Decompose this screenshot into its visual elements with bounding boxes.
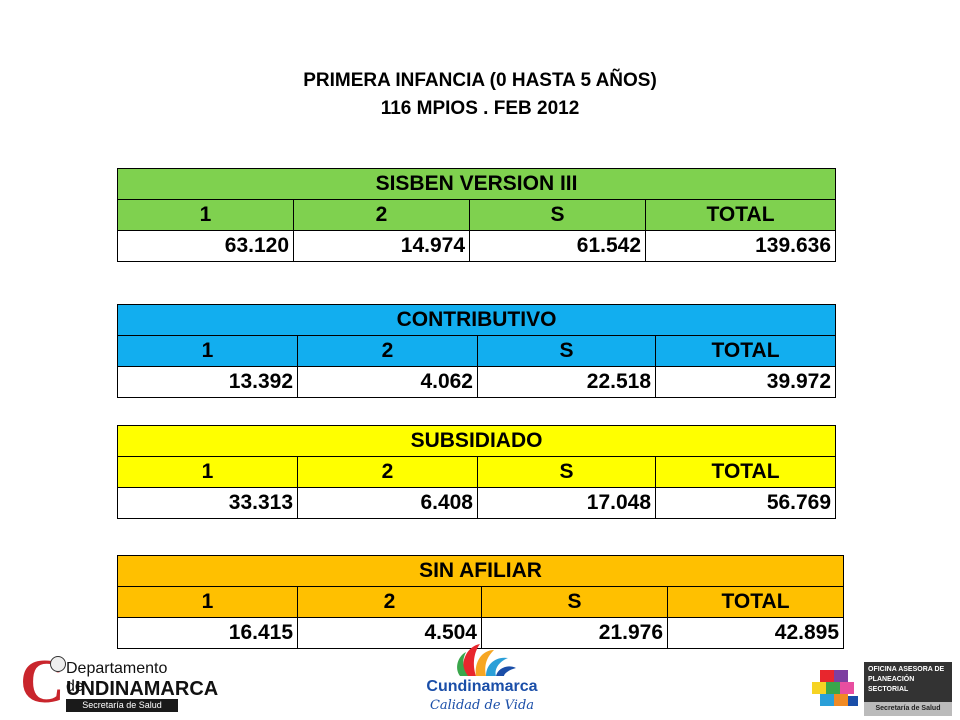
column-header: 2: [293, 199, 470, 231]
table-cell: 139.636: [644, 230, 837, 262]
column-header: TOTAL: [644, 199, 837, 231]
seal-icon: [50, 656, 66, 672]
logo-name-text: UNDINAMARCA: [66, 678, 219, 700]
table-cell: 63.120: [117, 230, 294, 262]
calidad-de-vida-logo: Cundinamarca Calidad de Vida: [424, 640, 540, 718]
logo-calidad-text: Calidad de Vida: [429, 698, 535, 713]
column-header: 2: [297, 586, 482, 618]
table-cell: 39.972: [654, 366, 837, 398]
column-header: 1: [117, 335, 298, 367]
column-header: S: [477, 335, 656, 367]
logo-department-text: Departamento de: [66, 660, 168, 695]
table-sisben: SISBEN VERSION III 1 2 S TOTAL 63.120 14…: [116, 168, 837, 262]
page-subtitle: 116 MPIOS . FEB 2012: [380, 98, 580, 119]
table-cell: 56.769: [654, 487, 837, 519]
puzzle-icon: [812, 670, 858, 706]
table-cell: 14.974: [293, 230, 470, 262]
column-header: 1: [117, 456, 298, 488]
table-cell: 13.392: [117, 366, 298, 398]
table-cell: 22.518: [477, 366, 656, 398]
page-title: PRIMERA INFANCIA (0 HASTA 5 AÑOS): [303, 70, 657, 91]
table-cell: 4.062: [297, 366, 478, 398]
table-header: CONTRIBUTIVO: [116, 304, 837, 336]
table-header: SIN AFILIAR: [116, 555, 845, 587]
column-header: 2: [297, 456, 478, 488]
logo-office-text: PLANEACIÓN SECTORIAL: [868, 676, 915, 693]
table-header: SISBEN VERSION III: [116, 168, 837, 200]
table-cell: 6.408: [297, 487, 478, 519]
logo-secretaria-text: Secretaría de Salud: [864, 702, 952, 716]
column-header: 1: [117, 586, 298, 618]
table-sin-afiliar: SIN AFILIAR 1 2 S TOTAL 16.415 4.504 21.…: [116, 555, 845, 649]
column-header: TOTAL: [654, 335, 837, 367]
table-header: SUBSIDIADO: [116, 425, 837, 457]
column-header: 1: [117, 199, 294, 231]
table-cell: 4.504: [297, 617, 482, 649]
table-cell: 16.415: [117, 617, 298, 649]
table-cell: 17.048: [477, 487, 656, 519]
column-header: TOTAL: [654, 456, 837, 488]
table-subsidiado: SUBSIDIADO 1 2 S TOTAL 33.313 6.408 17.0…: [116, 425, 837, 519]
column-header: TOTAL: [666, 586, 845, 618]
planeacion-logo: OFICINA ASESORA DE PLANEACIÓN SECTORIAL …: [804, 662, 954, 718]
table-cell: 33.313: [117, 487, 298, 519]
cundinamarca-logo: C Departamento de UNDINAMARCA Secretaría…: [20, 651, 218, 713]
column-header: S: [469, 199, 646, 231]
column-header: S: [481, 586, 668, 618]
swirl-icon: [457, 644, 516, 676]
column-header: 2: [297, 335, 478, 367]
logo-office-text: OFICINA ASESORA DE: [868, 666, 945, 673]
column-header: S: [477, 456, 656, 488]
logo-cundinamarca-text: Cundinamarca: [426, 678, 538, 695]
table-contributivo: CONTRIBUTIVO 1 2 S TOTAL 13.392 4.062 22…: [116, 304, 837, 398]
table-cell: 42.895: [666, 617, 845, 649]
logo-secretaria-text: Secretaría de Salud: [66, 699, 178, 712]
table-cell: 61.542: [469, 230, 646, 262]
planeacion-box: OFICINA ASESORA DE PLANEACIÓN SECTORIAL …: [864, 662, 952, 716]
